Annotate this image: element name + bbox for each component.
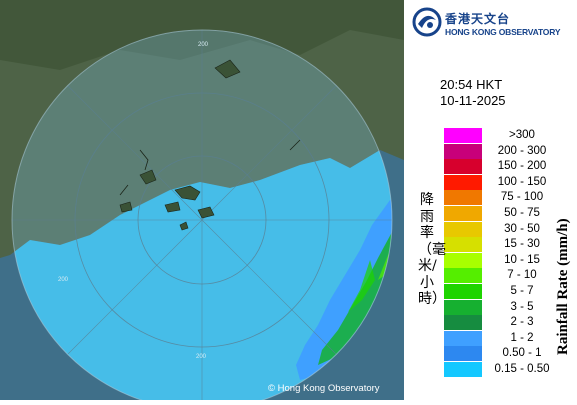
rain-band-light <box>296 190 392 380</box>
legend-panel: 香港天文台 HONG KONG OBSERVATORY 20:54 HKT 10… <box>404 0 577 400</box>
legend-label: 50 - 75 <box>504 207 540 219</box>
legend-swatch <box>444 237 482 253</box>
logo-name-en: HONG KONG OBSERVATORY <box>445 27 561 37</box>
legend-label: 0.50 - 1 <box>502 347 542 360</box>
legend-label: 10 - 15 <box>504 253 540 266</box>
islands <box>119 59 241 231</box>
legend-swatch <box>444 221 482 237</box>
legend-label: 30 - 50 <box>504 222 540 235</box>
legend-label: 1 - 2 <box>510 331 534 344</box>
range-label: 200 <box>58 277 69 283</box>
legend-label: 7 - 10 <box>507 269 537 282</box>
legend-swatch <box>444 299 482 315</box>
legend-label: 150 - 200 <box>497 160 547 173</box>
radial-spokes <box>12 30 392 405</box>
legend-swatch <box>444 362 482 377</box>
hko-emblem-icon <box>412 7 442 37</box>
legend-swatch <box>444 128 482 143</box>
observation-date: 10-11-2025 <box>440 93 506 108</box>
range-ring-outer <box>11 29 393 405</box>
copyright-text: © Hong Kong Observatory <box>268 383 380 394</box>
legend-swatch <box>444 284 482 299</box>
legend-label: 75 - 100 <box>500 191 544 204</box>
radar-map: 200 200 200 © Hong Kong Observatory <box>0 0 404 405</box>
radar-map-image: 200 200 200 <box>0 0 404 405</box>
legend-label: 5 - 7 <box>510 285 534 297</box>
logo-name-cn: 香港天文台 <box>445 12 511 26</box>
legend-title-cn: 降雨率（毫米/小時） <box>418 192 446 307</box>
range-label: 200 <box>198 42 209 48</box>
legend-swatch <box>444 315 482 331</box>
legend-swatch <box>444 143 482 159</box>
legend-swatch <box>444 206 482 221</box>
legend-label: 0.15 - 0.50 <box>494 363 550 375</box>
legend-swatch <box>444 252 482 268</box>
legend-label: 100 - 150 <box>497 175 547 188</box>
legend-swatch <box>444 190 482 206</box>
legend-label: >300 <box>509 129 535 141</box>
legend-swatch <box>444 159 482 175</box>
range-label: 200 <box>196 354 207 360</box>
legend-swatch <box>444 268 482 284</box>
legend-title-en: Rainfall Rate (mm/h) <box>555 218 571 355</box>
legend-swatch <box>444 346 482 362</box>
legend-label: 2 - 3 <box>510 316 534 329</box>
legend-label: 200 - 300 <box>497 144 547 157</box>
legend-label: 15 - 30 <box>504 238 540 251</box>
rain-cell <box>348 260 375 312</box>
legend-label: 3 - 5 <box>510 300 534 313</box>
observation-time: 20:54 HKT <box>440 77 503 92</box>
coastline-details <box>119 139 301 196</box>
legend-swatch <box>444 330 482 346</box>
hko-logo[interactable]: 香港天文台 HONG KONG OBSERVATORY <box>412 6 577 42</box>
legend-swatch <box>444 174 482 190</box>
